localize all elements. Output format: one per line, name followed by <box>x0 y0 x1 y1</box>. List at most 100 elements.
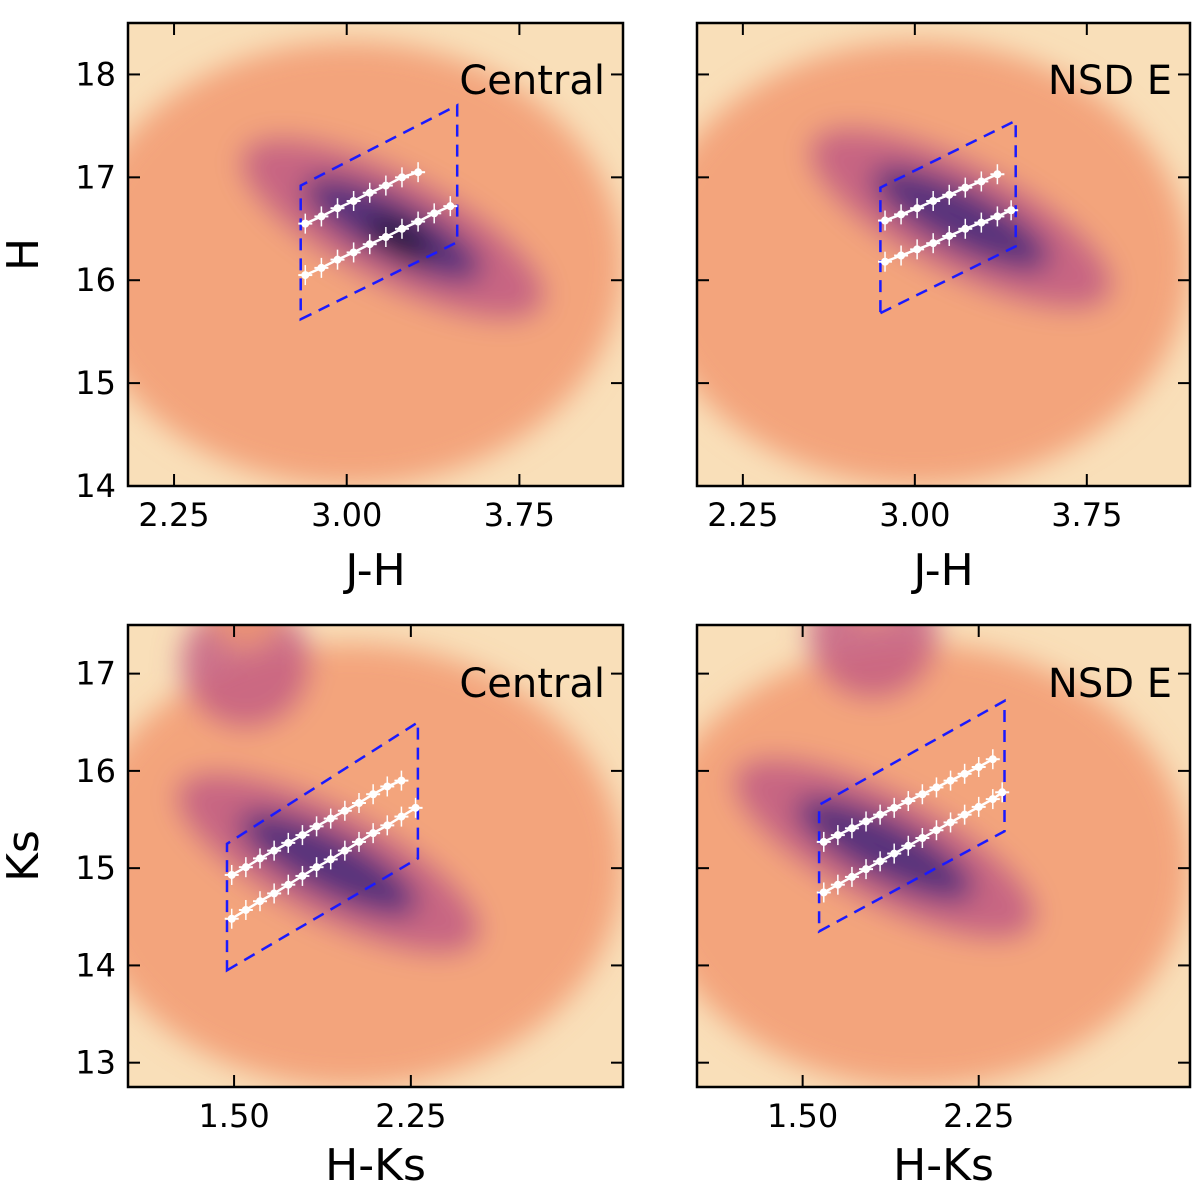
data-point <box>414 217 423 226</box>
series-line <box>304 204 451 277</box>
panel-label: Central <box>459 661 605 707</box>
data-point <box>227 914 236 923</box>
y-tick-label: 18 <box>75 55 116 93</box>
selection-box <box>299 103 459 322</box>
density-field <box>128 23 623 486</box>
data-point <box>988 755 997 764</box>
data-point <box>414 168 423 177</box>
data-point <box>847 824 856 833</box>
x-axis-title: H-Ks <box>325 1140 426 1191</box>
data-point <box>974 802 983 811</box>
axes-frame <box>126 21 625 488</box>
selection-box <box>225 720 420 973</box>
data-point <box>397 776 406 785</box>
series-upper <box>298 196 458 286</box>
panel-label: NSD E <box>1048 661 1172 707</box>
data-point <box>355 798 363 807</box>
data-point <box>349 248 358 257</box>
x-tick-label: 2.25 <box>138 496 209 534</box>
data-point <box>913 245 922 254</box>
x-tick-label: 3.00 <box>311 496 382 534</box>
data-point <box>876 857 885 866</box>
data-point <box>317 212 326 221</box>
panel-1: 2.25 3.00 3.75 14 15 16 17 18 Central J-H H <box>0 21 625 596</box>
data-point <box>945 231 954 240</box>
data-point <box>945 190 954 199</box>
data-point <box>977 177 986 186</box>
data-point <box>383 782 392 791</box>
y-tick-label: 14 <box>75 946 116 984</box>
data-point <box>833 831 842 840</box>
data-point <box>961 183 970 192</box>
data-point <box>998 788 1007 797</box>
data-point <box>881 257 890 266</box>
panel-4: 1.50 2.25 NSD E H-Ks <box>695 623 1192 1191</box>
data-point <box>241 863 250 872</box>
series-upper <box>224 797 423 929</box>
data-point <box>946 818 955 827</box>
data-point <box>301 219 310 228</box>
data-point <box>862 865 871 874</box>
selection-box <box>879 118 1017 316</box>
series-upper <box>878 200 1019 272</box>
data-point <box>284 838 293 847</box>
density-field <box>128 625 623 1087</box>
y-tick-label: 16 <box>75 752 116 790</box>
data-point <box>381 233 390 242</box>
data-point <box>913 204 922 213</box>
selection-box <box>817 698 1006 934</box>
y-axis-title: H <box>0 238 49 271</box>
axes-frame <box>695 623 1192 1089</box>
series-lower <box>878 164 1005 231</box>
x-tick-label: 2.25 <box>375 1097 446 1135</box>
data-point <box>977 218 986 227</box>
data-point <box>227 870 236 879</box>
data-point <box>317 263 326 272</box>
y-tick-label: 15 <box>75 364 116 402</box>
data-point <box>355 837 363 846</box>
y-tick-label: 15 <box>75 849 116 887</box>
x-tick-label: 1.50 <box>767 1097 838 1135</box>
data-point <box>446 202 455 211</box>
data-point <box>897 210 906 219</box>
data-point <box>301 271 310 280</box>
data-point <box>298 871 307 880</box>
density-field <box>697 625 1190 1087</box>
series-lower <box>816 749 1000 852</box>
data-point <box>383 821 392 830</box>
x-tick-label: 2.25 <box>707 496 778 534</box>
data-point <box>270 846 279 855</box>
data-point <box>890 849 899 858</box>
data-point <box>862 817 871 826</box>
data-point <box>397 812 406 821</box>
data-point <box>256 854 264 863</box>
data-point <box>333 204 342 213</box>
y-tick-label: 14 <box>75 467 116 505</box>
x-axis-title: J-H <box>342 545 405 596</box>
data-point <box>904 841 913 850</box>
data-point <box>929 239 938 248</box>
data-point <box>960 769 969 778</box>
y-axis-title: Ks <box>0 830 49 882</box>
y-tick-label: 16 <box>75 261 116 299</box>
data-point <box>411 803 420 812</box>
data-point <box>946 776 955 785</box>
data-point <box>369 790 378 799</box>
data-point <box>819 888 828 897</box>
data-point <box>904 797 913 806</box>
data-point <box>960 810 969 819</box>
data-point <box>312 822 321 831</box>
data-point <box>929 196 938 205</box>
y-tick-label: 17 <box>75 655 116 693</box>
data-point <box>256 897 264 906</box>
data-point <box>819 837 828 846</box>
x-axis-title: J-H <box>910 545 973 596</box>
x-tick-label: 1.50 <box>198 1097 269 1135</box>
data-point <box>833 880 842 889</box>
data-point <box>918 834 927 843</box>
y-tick-label: 17 <box>75 158 116 196</box>
data-point <box>365 240 374 249</box>
axes-frame <box>126 623 625 1089</box>
